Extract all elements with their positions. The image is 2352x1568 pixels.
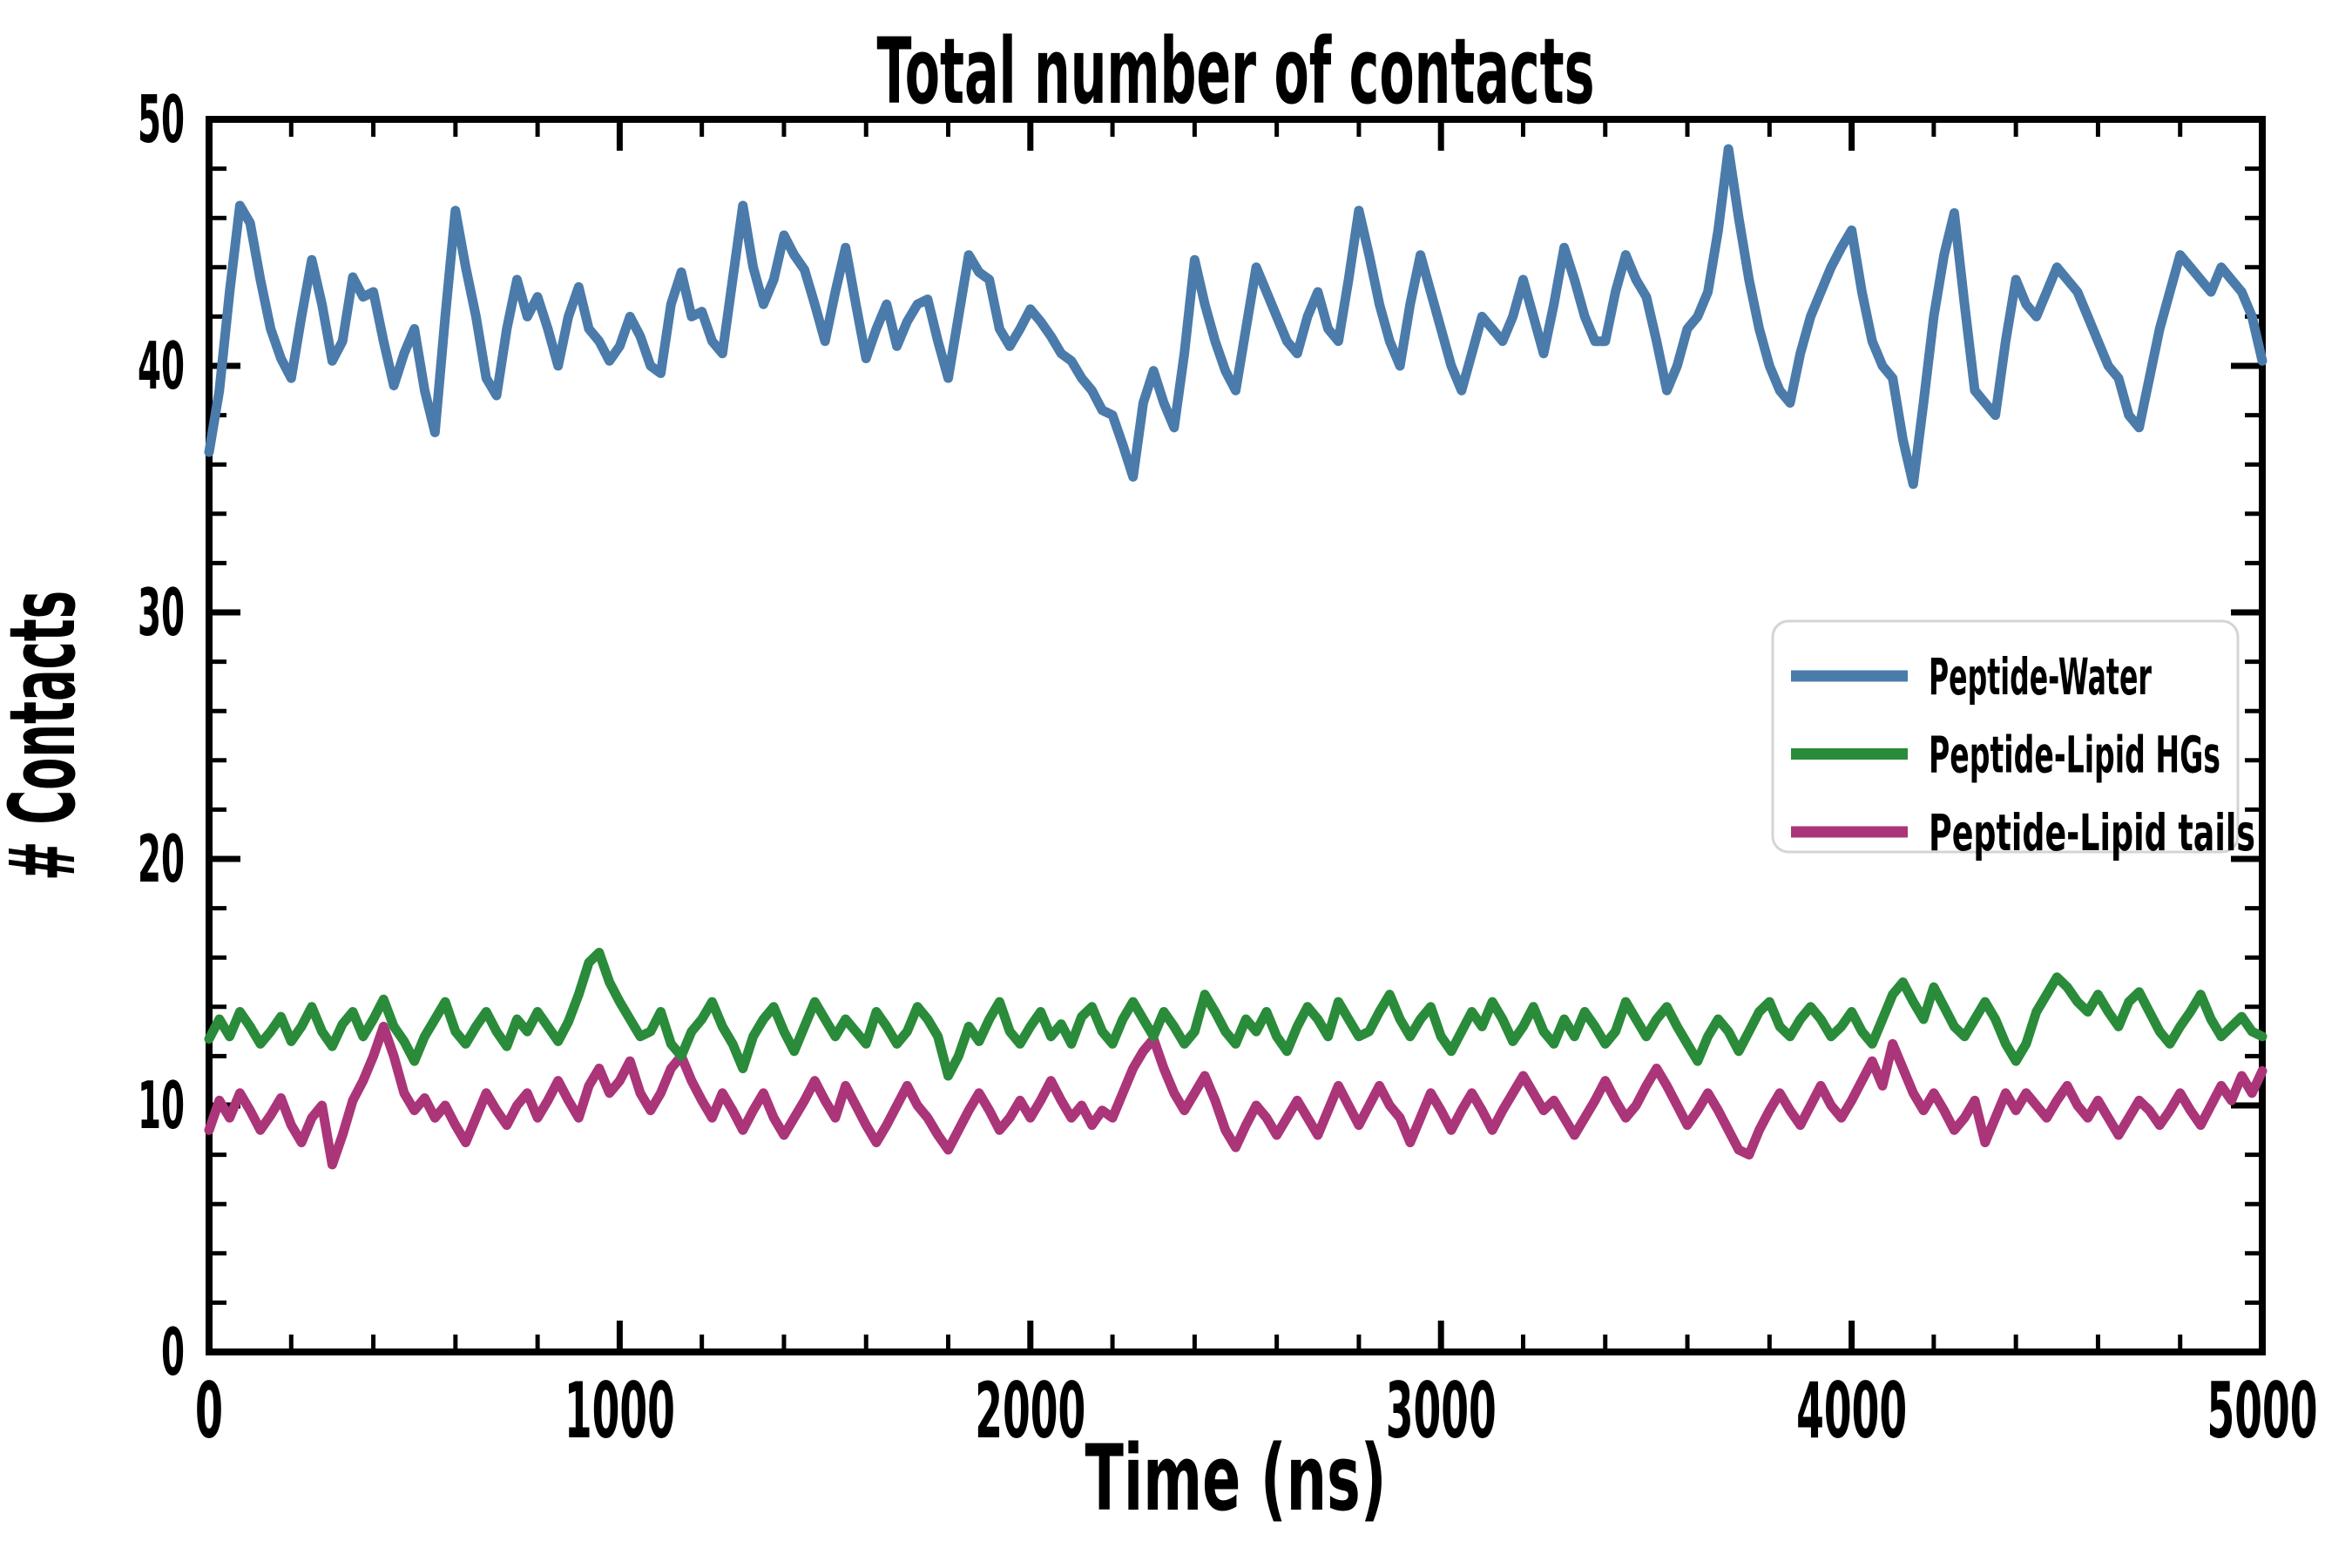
series-line-peptide-lipid-hgs	[204, 948, 2268, 1081]
legend-label-2: Peptide-Lipid HGs	[1929, 726, 2220, 785]
y-tick-label: 30	[138, 574, 185, 651]
y-tick-labels: 0 10 20 30 40 50	[138, 81, 185, 1390]
y-tick-label: 0	[161, 1314, 185, 1390]
x-axis-label: Time (ns)	[1085, 1425, 1387, 1531]
chart-title: Total number of contacts	[877, 18, 1595, 125]
plot-frame	[206, 116, 2266, 1355]
legend-label-3: Peptide-Lipid tails	[1929, 803, 2255, 862]
y-tick-label: 50	[138, 81, 185, 158]
x-tick-label: 5000	[2207, 1366, 2318, 1456]
legend-label-1: Peptide-Water	[1929, 647, 2152, 706]
y-axis-label: # Contacts	[0, 591, 96, 881]
legend: Peptide-Water Peptide-Lipid HGs Peptide-Li…	[1771, 619, 2255, 862]
series-line-peptide-water	[204, 144, 2268, 490]
series-lines	[204, 144, 2268, 1170]
x-tick-label: 0	[195, 1366, 223, 1456]
x-tick-label: 3000	[1386, 1366, 1497, 1456]
x-tick-label: 4000	[1796, 1366, 1907, 1456]
axes	[206, 116, 2266, 1355]
x-tick-labels: 0 1000 2000 3000 4000 5000	[195, 1366, 2318, 1456]
x-tick-label: 1000	[564, 1366, 675, 1456]
y-tick-label: 10	[138, 1067, 185, 1144]
x-tick-label: 2000	[975, 1366, 1085, 1456]
y-tick-label: 40	[138, 328, 185, 404]
y-tick-label: 20	[138, 821, 185, 897]
series-line-peptide-lipid-tails	[204, 1021, 2268, 1170]
